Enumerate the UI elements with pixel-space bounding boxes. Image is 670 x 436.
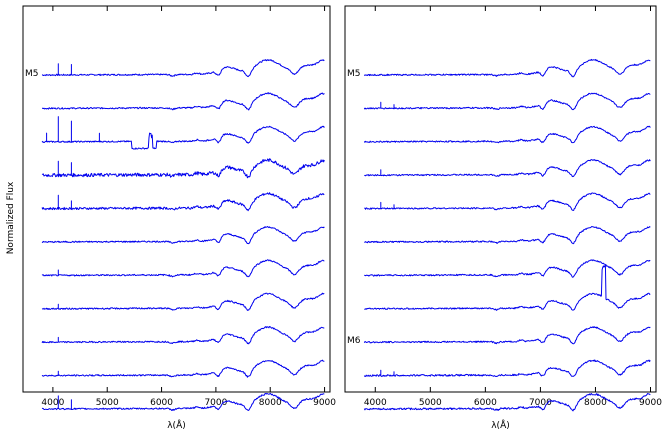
spectrum-line (41, 116, 325, 150)
plot-frame (344, 5, 657, 393)
spectrum-line (364, 226, 651, 245)
spectrum-line (41, 326, 325, 345)
spectrum-line (41, 392, 325, 411)
spectrum-line (364, 264, 651, 311)
left-spectra-panel: 4000 5000 6000 7000 8000 9000 λ(Å) M5 (22, 5, 336, 431)
plot-frame (22, 5, 331, 393)
x-axis-label: λ(Å) (167, 419, 186, 431)
x-tick-label: 5000 (96, 398, 119, 408)
x-tick-label: 5000 (419, 398, 442, 408)
x-tick-label: 6000 (150, 398, 173, 408)
spectrum-line (363, 125, 651, 144)
spectral-type-label: M6 (347, 336, 361, 346)
spectrum-line (41, 158, 325, 179)
spectrum-line (363, 58, 651, 78)
x-tick-label: 4000 (364, 398, 387, 408)
x-tick-label: 7000 (529, 398, 552, 408)
spectrum-line (363, 326, 651, 345)
x-tick-label: 8000 (259, 398, 282, 408)
spectral-type-label: M5 (25, 69, 39, 79)
right-spectra-panel: 4000 5000 6000 7000 8000 9000 λ(Å) M5 M6 (344, 5, 662, 431)
y-axis-label: Normalized Flux (6, 181, 16, 254)
spectrum-line (41, 259, 325, 278)
spectrum-line (363, 92, 651, 111)
spectrum-line (41, 226, 325, 245)
spectrum-line (41, 292, 325, 311)
x-tick-label: 4000 (41, 398, 64, 408)
spectrum-line (364, 192, 651, 211)
spectrum-line (363, 359, 651, 377)
x-tick-label: 6000 (474, 398, 497, 408)
x-tick-label: 8000 (584, 398, 607, 408)
spectrum-line (41, 359, 325, 378)
spectrum-line (42, 92, 325, 111)
x-tick-label: 9000 (313, 398, 336, 408)
x-axis-label: λ(Å) (491, 419, 510, 431)
x-tick-label: 9000 (639, 398, 662, 408)
spectrum-line (41, 192, 325, 212)
spectral-type-label: M5 (347, 69, 361, 79)
spectrum-line (363, 393, 651, 412)
spectrum-line (41, 59, 325, 78)
spectrum-line (364, 159, 651, 178)
spectrum-line (364, 259, 651, 278)
x-tick-label: 7000 (204, 398, 227, 408)
